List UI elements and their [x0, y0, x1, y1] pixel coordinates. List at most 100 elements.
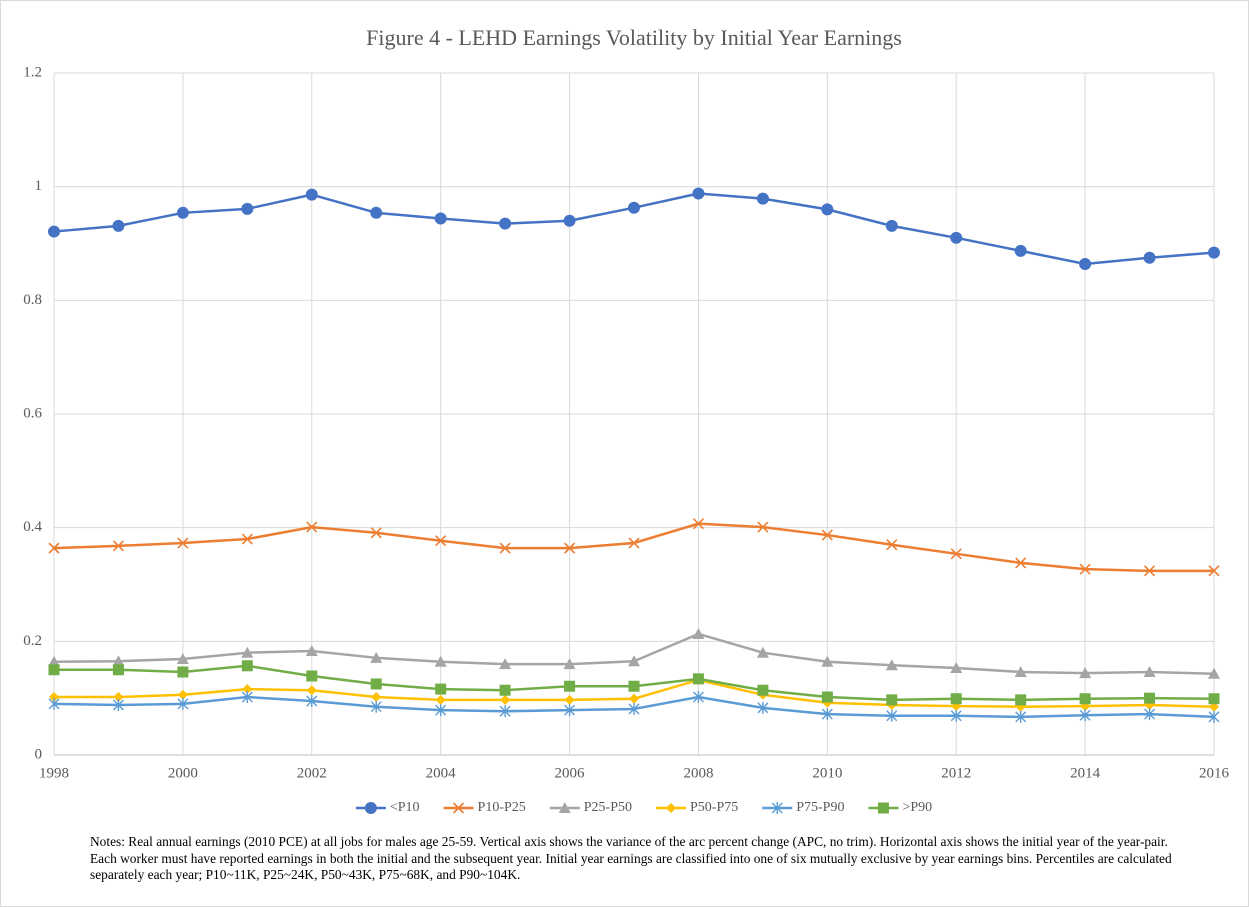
- marker: [1014, 244, 1027, 257]
- y-tick-label: 0.6: [23, 405, 42, 421]
- x-tick-label: 2004: [426, 765, 457, 781]
- legend: <P10 P10-P25 P25-P50 P50-P75 P75-P90 >P90: [355, 800, 932, 815]
- marker: [112, 540, 125, 552]
- marker: [435, 694, 446, 705]
- marker: [306, 521, 318, 533]
- marker: [692, 187, 705, 200]
- marker: [756, 192, 769, 205]
- marker: [628, 680, 640, 692]
- marker: [1143, 251, 1156, 264]
- marker: [1143, 565, 1156, 577]
- marker: [177, 666, 189, 678]
- marker: [306, 695, 318, 708]
- marker: [499, 542, 511, 554]
- marker: [821, 691, 833, 703]
- x-tick-label: 2008: [683, 765, 713, 781]
- marker: [1015, 710, 1027, 723]
- marker: [364, 802, 377, 814]
- marker: [434, 212, 447, 225]
- marker: [886, 539, 898, 551]
- marker: [499, 217, 512, 230]
- marker: [1079, 563, 1091, 575]
- marker: [950, 548, 962, 560]
- series-line: [53, 522, 1214, 573]
- marker: [821, 529, 833, 541]
- marker: [1144, 692, 1156, 704]
- marker: [112, 655, 125, 667]
- marker: [877, 802, 889, 814]
- marker: [176, 652, 189, 664]
- x-tick-label: 2012: [941, 765, 971, 781]
- marker: [628, 201, 640, 214]
- marker: [564, 694, 575, 705]
- marker: [1015, 694, 1027, 706]
- marker: [756, 646, 769, 658]
- marker: [757, 684, 769, 696]
- marker: [563, 542, 576, 554]
- marker: [1015, 557, 1027, 569]
- legend-label: P25-P50: [584, 800, 632, 815]
- marker: [1079, 257, 1092, 270]
- x-tick-label: 2014: [1070, 765, 1101, 781]
- marker: [48, 542, 60, 554]
- marker: [1014, 666, 1027, 678]
- marker: [305, 188, 318, 201]
- marker: [177, 697, 189, 710]
- marker: [1144, 708, 1156, 721]
- marker: [48, 664, 60, 676]
- marker: [950, 231, 963, 244]
- legend-label: >P90: [902, 800, 932, 815]
- y-tick-label: 1.2: [23, 64, 42, 80]
- marker: [1208, 667, 1220, 679]
- marker: [1079, 667, 1092, 679]
- x-tick-label: 1998: [39, 765, 69, 781]
- notes: Notes: Real annual earnings (2010 PCE) a…: [90, 834, 1172, 882]
- marker: [564, 680, 576, 692]
- marker: [241, 202, 254, 215]
- marker: [499, 684, 511, 696]
- marker: [950, 693, 962, 705]
- marker: [177, 689, 188, 700]
- marker: [500, 694, 511, 705]
- marker: [48, 697, 60, 710]
- marker: [49, 692, 59, 703]
- marker: [435, 535, 447, 547]
- marker: [692, 518, 705, 530]
- marker: [629, 693, 639, 704]
- marker: [371, 692, 382, 703]
- marker: [370, 700, 382, 713]
- marker: [1079, 693, 1091, 705]
- marker: [771, 802, 783, 814]
- marker: [241, 660, 253, 672]
- marker: [499, 705, 511, 718]
- marker: [1208, 246, 1220, 259]
- marker: [757, 521, 769, 533]
- marker: [1079, 709, 1091, 722]
- marker: [48, 225, 60, 238]
- marker: [757, 701, 769, 714]
- marker: [241, 646, 254, 658]
- marker: [564, 704, 576, 717]
- marker: [558, 802, 571, 813]
- y-tick-label: 1: [35, 178, 43, 194]
- legend-label: P10-P25: [478, 800, 526, 815]
- marker: [370, 527, 382, 539]
- marker: [242, 684, 253, 695]
- marker: [628, 537, 640, 549]
- marker: [177, 537, 189, 549]
- marker: [563, 214, 576, 227]
- marker: [628, 702, 640, 715]
- marker: [886, 694, 898, 706]
- marker: [306, 670, 318, 682]
- marker: [452, 802, 465, 814]
- marker: [112, 219, 125, 232]
- y-tick-label: 0.4: [23, 519, 42, 535]
- legend-label: P50-P75: [690, 800, 738, 815]
- y-tick-label: 0.8: [23, 292, 42, 308]
- marker: [628, 655, 640, 667]
- marker: [48, 655, 60, 667]
- marker: [692, 691, 704, 704]
- legend-label: <P10: [390, 800, 420, 815]
